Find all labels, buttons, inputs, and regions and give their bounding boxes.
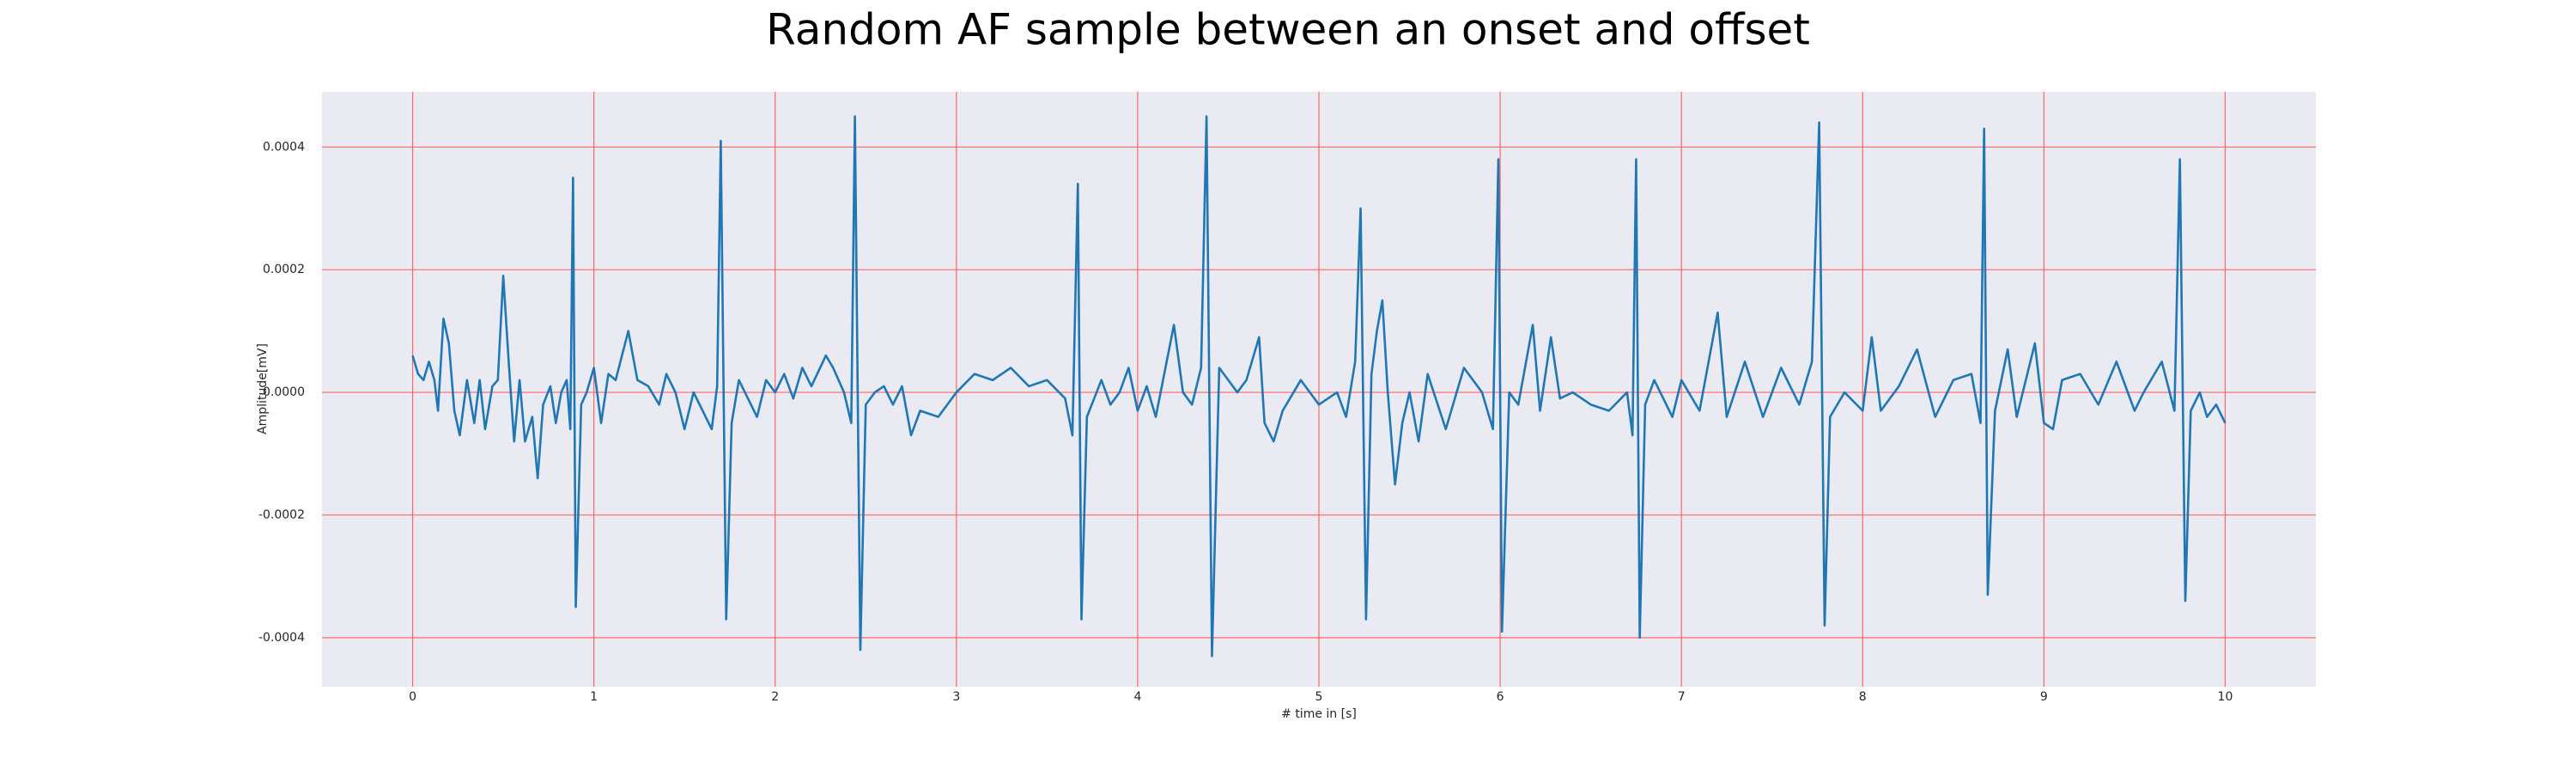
x-tick-label: 3 (952, 690, 960, 704)
y-axis-label: Amplitude[mV] (256, 343, 270, 434)
x-tick-label: 2 (771, 690, 779, 704)
y-tick-label: -0.0002 (258, 508, 305, 522)
x-tick-label: 6 (1497, 690, 1504, 704)
chart-title: Random AF sample between an onset and of… (766, 5, 1810, 55)
y-tick-label: 0.0004 (263, 140, 305, 154)
x-tick-label: 0 (409, 690, 416, 704)
y-tick-label: -0.0004 (258, 631, 305, 645)
x-tick-label: 10 (2218, 690, 2233, 704)
x-tick-label: 7 (1678, 690, 1686, 704)
y-tick-label: 0.0000 (263, 385, 305, 399)
x-tick-label: 5 (1315, 690, 1323, 704)
x-tick-label: 8 (1859, 690, 1867, 704)
x-tick-label: 4 (1133, 690, 1141, 704)
y-tick-label: 0.0002 (263, 263, 305, 276)
x-tick-label: 9 (2040, 690, 2048, 704)
x-axis-label: # time in [s] (1281, 707, 1357, 721)
signal-line (411, 115, 2227, 658)
x-tick-label: 1 (590, 690, 598, 704)
